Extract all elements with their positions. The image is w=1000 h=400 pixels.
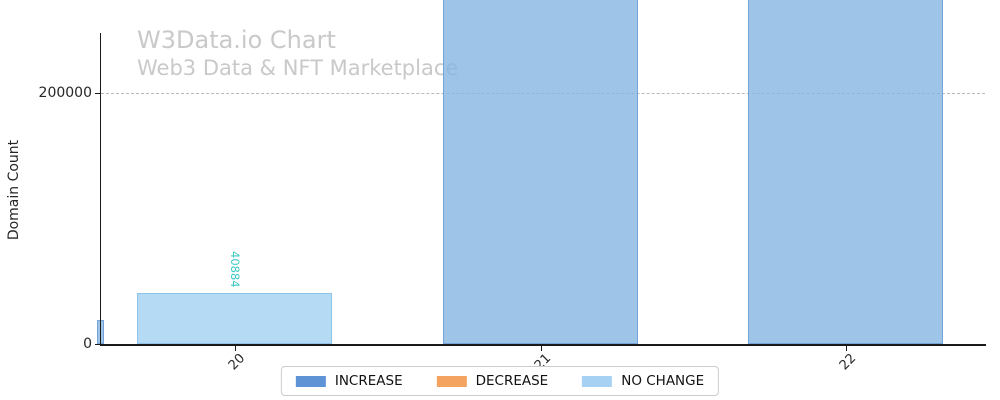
legend-label: INCREASE — [334, 373, 403, 389]
chart-title: W3Data.io Chart — [137, 26, 336, 54]
legend-item: DECREASE — [436, 373, 549, 389]
y-tick-mark — [95, 93, 100, 94]
bar — [443, 0, 638, 344]
bar-value-label: 40884 — [227, 250, 242, 288]
legend-label: NO CHANGE — [621, 373, 705, 389]
chart-legend: INCREASE DECREASE NO CHANGE — [280, 366, 720, 396]
x-tick-mark — [845, 346, 847, 351]
y-axis-label: Domain Count — [6, 139, 22, 241]
legend-item: INCREASE — [295, 373, 403, 389]
x-tick-mark — [234, 346, 236, 351]
legend-swatch-decrease — [436, 375, 467, 387]
y-tick-label: 200000 — [38, 85, 92, 101]
legend-swatch-increase — [295, 375, 326, 387]
legend-label: DECREASE — [475, 373, 549, 389]
legend-swatch-no-change — [582, 375, 613, 387]
y-tick-mark — [95, 344, 100, 345]
bar — [137, 292, 332, 344]
x-tick-label: 22 — [836, 351, 860, 374]
chart-subtitle: Web3 Data & NFT Marketplace — [137, 56, 459, 80]
legend-item: NO CHANGE — [582, 373, 704, 389]
bar — [748, 0, 943, 344]
y-tick-label: 0 — [83, 336, 92, 352]
x-tick-label: 20 — [225, 351, 249, 374]
x-tick-mark — [540, 346, 542, 351]
y-axis-spine — [100, 33, 101, 345]
x-axis-spine — [100, 344, 986, 346]
